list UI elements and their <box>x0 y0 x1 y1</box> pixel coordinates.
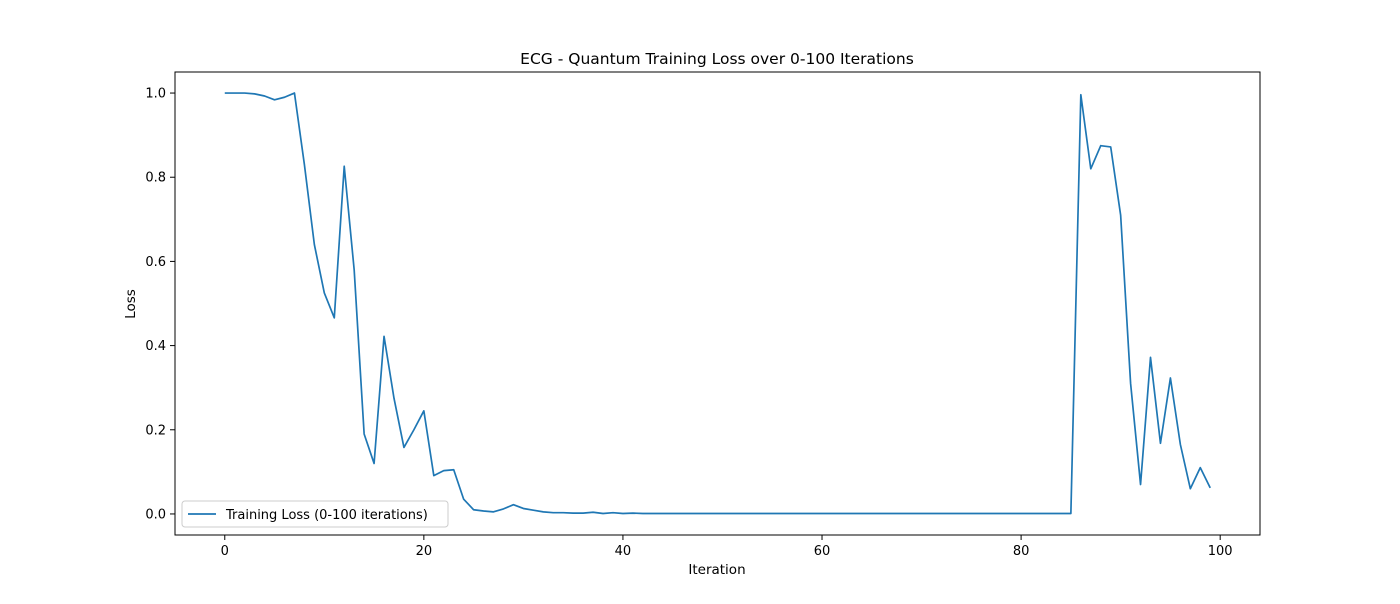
x-tick-label: 80 <box>1013 544 1030 559</box>
y-tick-label: 0.2 <box>145 423 166 438</box>
legend-box <box>181 500 449 528</box>
x-tick-label: 60 <box>814 544 831 559</box>
x-tick-label: 0 <box>221 544 229 559</box>
y-tick-label: 0.8 <box>145 171 166 186</box>
plot-area <box>224 92 1211 515</box>
chart-title: ECG - Quantum Training Loss over 0-100 I… <box>520 50 914 68</box>
x-tick-label: 40 <box>615 544 632 559</box>
y-tick-label: 0.6 <box>145 255 166 270</box>
x-axis: 0 20 40 60 80 100 <box>221 535 1233 559</box>
y-tick-label: 0.4 <box>145 339 166 354</box>
x-axis-label: Iteration <box>688 562 745 578</box>
y-axis: 0.0 0.2 0.4 0.6 0.8 1.0 <box>145 87 175 522</box>
y-tick-label: 1.0 <box>145 87 166 102</box>
x-tick-label: 20 <box>416 544 433 559</box>
legend: Training Loss (0-100 iterations) <box>181 500 449 528</box>
series-line-0 <box>224 92 1211 515</box>
x-tick-label: 100 <box>1208 544 1233 559</box>
y-axis-label: Loss <box>123 289 139 319</box>
plot-frame <box>174 71 1261 536</box>
y-tick-label: 0.0 <box>145 507 166 522</box>
legend-label: Training Loss (0-100 iterations) <box>225 508 428 523</box>
